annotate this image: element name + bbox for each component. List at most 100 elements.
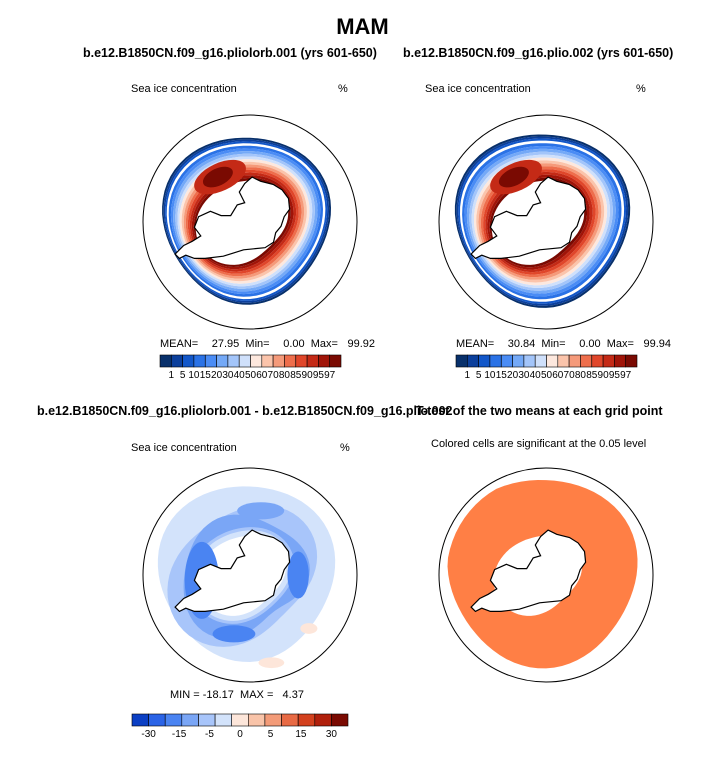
colorbar-1-swatch — [250, 354, 263, 368]
colorbar-1-tick-label: 10 — [188, 370, 200, 381]
colorbar-2-swatch — [523, 354, 536, 368]
colorbar-1-swatch — [261, 354, 274, 368]
colorbar-1-tick-label: 20 — [211, 370, 223, 381]
colorbar-2-swatch — [455, 354, 468, 368]
colorbar-3-swatch — [181, 713, 199, 727]
colorbar-2-tick-label: 50 — [541, 370, 553, 381]
stat-min-value: 0.00 — [283, 338, 305, 350]
colorbar-3-swatch — [264, 713, 282, 727]
colorbar-2-swatch — [625, 354, 638, 368]
stat-max-label: Max= — [310, 338, 338, 350]
panel-2-units: % — [636, 83, 646, 95]
colorbar-1-tick-label: 5 — [180, 370, 186, 381]
colorbar-2-tick-label: 70 — [564, 370, 576, 381]
map-2-core-inner — [498, 166, 529, 188]
colorbar-3-tick-label: 30 — [326, 729, 338, 740]
panel-2-variable-label: Sea ice concentration — [425, 83, 531, 95]
map-4-antarctica — [470, 529, 587, 613]
panel-4-title: T-test of the two means at each grid poi… — [416, 404, 663, 418]
colorbar-3: -30 -15 -5 0 5 15 30 — [131, 713, 349, 740]
colorbar-1-tick-label: 50 — [245, 370, 257, 381]
stat-min-value: -18.17 — [202, 689, 234, 701]
colorbar-1-tick-label: 30 — [222, 370, 234, 381]
colorbar-1-tick-label: 80 — [279, 370, 291, 381]
colorbar-3-tick-label: -30 — [141, 729, 156, 740]
stat-min-label: MIN = — [170, 689, 200, 701]
map-3-blob — [287, 551, 309, 599]
map-3-blob — [300, 623, 318, 634]
map-4-border — [438, 467, 654, 683]
colorbar-1-swatch — [159, 354, 172, 368]
map-2-border — [438, 114, 654, 330]
stat-mean-value: 27.95 — [211, 338, 240, 350]
colorbar-3-swatch — [248, 713, 266, 727]
stat-max-value: 99.92 — [347, 338, 376, 350]
stat-mean-label: MEAN= — [456, 338, 495, 350]
colorbar-1-tick-label: 60 — [256, 370, 268, 381]
colorbar-2-swatch — [602, 354, 615, 368]
panel-1-title: b.e12.B1850CN.f09_g16.pliolorb.001 (yrs … — [83, 46, 377, 60]
map-4-significant-area — [447, 480, 638, 669]
colorbar-1-tick-label: 95 — [313, 370, 325, 381]
panel-4-subtitle: Colored cells are significant at the 0.0… — [431, 438, 647, 450]
colorbar-2-swatch — [557, 354, 570, 368]
colorbar-2-tick-label: 97 — [620, 370, 632, 381]
colorbar-3-tick-label: 15 — [295, 729, 307, 740]
colorbar-3-swatch — [198, 713, 216, 727]
colorbar-1-swatch — [284, 354, 296, 368]
colorbar-1-swatch — [171, 354, 183, 368]
colorbar-3-swatch — [214, 713, 233, 727]
panel-2-stats: MEAN= 30.84 Min= 0.00 Max= 99.94 — [456, 338, 671, 350]
panel-2-title: b.e12.B1850CN.f09_g16.plio.002 (yrs 601-… — [403, 46, 674, 60]
colorbar-2-tick-label: 60 — [552, 370, 564, 381]
colorbar-1-swatch — [306, 354, 319, 368]
map-1-antarctica — [174, 176, 291, 260]
stat-mean-value: 30.84 — [507, 338, 536, 350]
colorbar-3-swatch — [281, 713, 299, 727]
colorbar-2-tick-label: 30 — [518, 370, 530, 381]
colorbar-2-tick-label: 95 — [609, 370, 621, 381]
map-2-field — [439, 115, 653, 329]
colorbar-1-swatch — [216, 354, 229, 368]
panel-1-variable-label: Sea ice concentration — [131, 83, 237, 95]
colorbar-2: 1 5 10 15 20 30 40 50 60 70 80 85 90 95 97 — [455, 354, 638, 381]
stat-mean-label: MEAN= — [160, 338, 199, 350]
stat-min-label: Min= — [541, 338, 566, 350]
map-2-antarctica — [470, 176, 587, 260]
colorbar-3-swatch — [231, 713, 249, 727]
colorbar-1-tick-label: 1 — [169, 370, 175, 381]
colorbar-2-swatch — [512, 354, 525, 368]
colorbar-1-swatch — [182, 354, 195, 368]
colorbar-1-swatch — [272, 354, 285, 368]
colorbar-2-tick-label: 5 — [476, 370, 482, 381]
colorbar-1-tick-label: 15 — [200, 370, 212, 381]
colorbar-3-swatch — [314, 713, 332, 727]
colorbar-2-swatch — [568, 354, 581, 368]
map-3-blob — [258, 657, 285, 669]
map-1-border — [142, 114, 358, 330]
colorbar-1-swatch — [329, 354, 342, 368]
stat-max-value: 4.37 — [282, 689, 304, 701]
colorbar-3-swatch — [297, 713, 316, 727]
colorbar-2-tick-label: 20 — [507, 370, 519, 381]
panel-3-units: % — [340, 442, 350, 454]
colorbar-2-tick-label: 40 — [530, 370, 542, 381]
panel-1-stats: MEAN= 27.95 Min= 0.00 Max= 99.92 — [160, 338, 375, 350]
colorbar-2-swatch — [546, 354, 559, 368]
map-3-band — [183, 514, 310, 639]
panel-1-units: % — [338, 83, 348, 95]
colorbar-2-swatch — [580, 354, 593, 368]
colorbar-2-tick-label: 85 — [586, 370, 598, 381]
colorbar-2-swatch — [614, 354, 627, 368]
colorbar-1: 1 5 10 15 20 30 40 50 60 70 80 85 90 95 97 — [159, 354, 342, 381]
stat-max-value: 99.94 — [643, 338, 672, 350]
colorbar-1-swatch — [318, 354, 330, 368]
colorbar-2-swatch — [489, 354, 502, 368]
map-3-border — [142, 467, 358, 683]
colorbar-3-swatch — [148, 713, 166, 727]
colorbar-3-tick-label: -5 — [205, 729, 214, 740]
colorbar-3-tick-label: -15 — [172, 729, 187, 740]
stat-max-label: Max= — [606, 338, 634, 350]
colorbar-3-tick-label: 0 — [237, 729, 243, 740]
